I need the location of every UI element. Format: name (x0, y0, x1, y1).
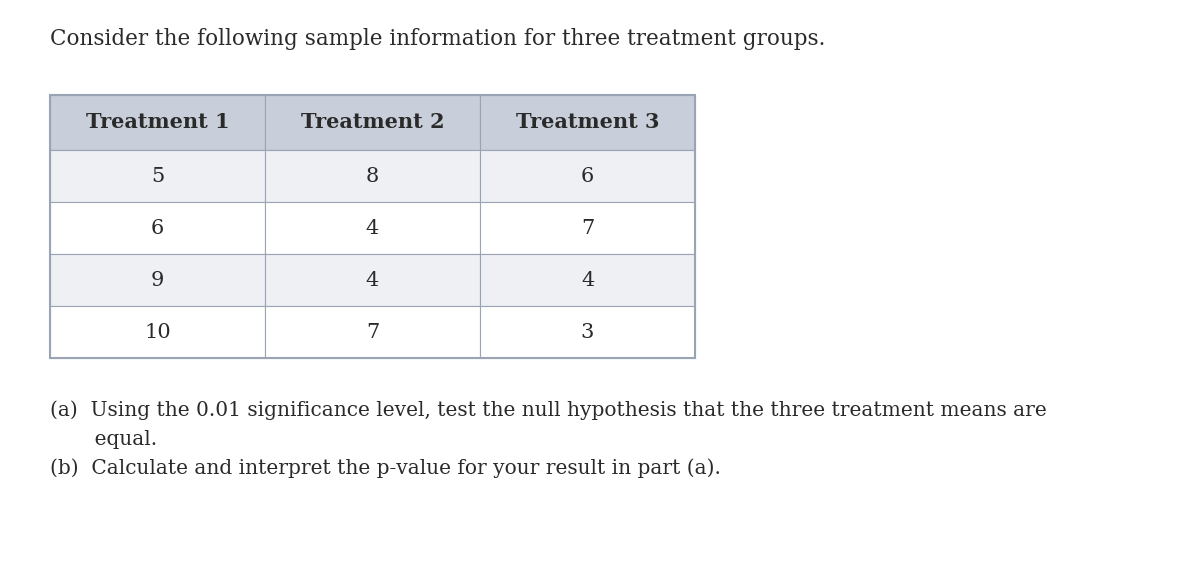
Text: 7: 7 (581, 218, 594, 237)
Text: 10: 10 (144, 323, 170, 342)
Text: Treatment 1: Treatment 1 (85, 113, 229, 132)
Text: 7: 7 (366, 323, 379, 342)
Text: 3: 3 (581, 323, 594, 342)
FancyBboxPatch shape (50, 254, 265, 306)
Text: 8: 8 (366, 167, 379, 186)
Text: 5: 5 (151, 167, 164, 186)
Text: Consider the following sample information for three treatment groups.: Consider the following sample informatio… (50, 28, 826, 50)
Text: 9: 9 (151, 270, 164, 289)
Text: equal.: equal. (50, 430, 157, 449)
Text: 6: 6 (151, 218, 164, 237)
FancyBboxPatch shape (265, 202, 480, 254)
FancyBboxPatch shape (50, 95, 265, 150)
Text: 4: 4 (581, 270, 594, 289)
Text: (b)  Calculate and interpret the p-value for your result in part (a).: (b) Calculate and interpret the p-value … (50, 458, 721, 478)
FancyBboxPatch shape (480, 202, 695, 254)
FancyBboxPatch shape (50, 150, 265, 202)
FancyBboxPatch shape (265, 306, 480, 358)
FancyBboxPatch shape (50, 202, 265, 254)
FancyBboxPatch shape (265, 150, 480, 202)
FancyBboxPatch shape (50, 306, 265, 358)
FancyBboxPatch shape (265, 95, 480, 150)
FancyBboxPatch shape (480, 306, 695, 358)
FancyBboxPatch shape (480, 254, 695, 306)
Text: 4: 4 (366, 270, 379, 289)
Text: Treatment 3: Treatment 3 (516, 113, 659, 132)
Text: (a)  Using the 0.01 significance level, test the null hypothesis that the three : (a) Using the 0.01 significance level, t… (50, 400, 1046, 420)
Text: 6: 6 (581, 167, 594, 186)
Text: 4: 4 (366, 218, 379, 237)
FancyBboxPatch shape (265, 254, 480, 306)
FancyBboxPatch shape (480, 95, 695, 150)
FancyBboxPatch shape (480, 150, 695, 202)
Text: Treatment 2: Treatment 2 (301, 113, 444, 132)
